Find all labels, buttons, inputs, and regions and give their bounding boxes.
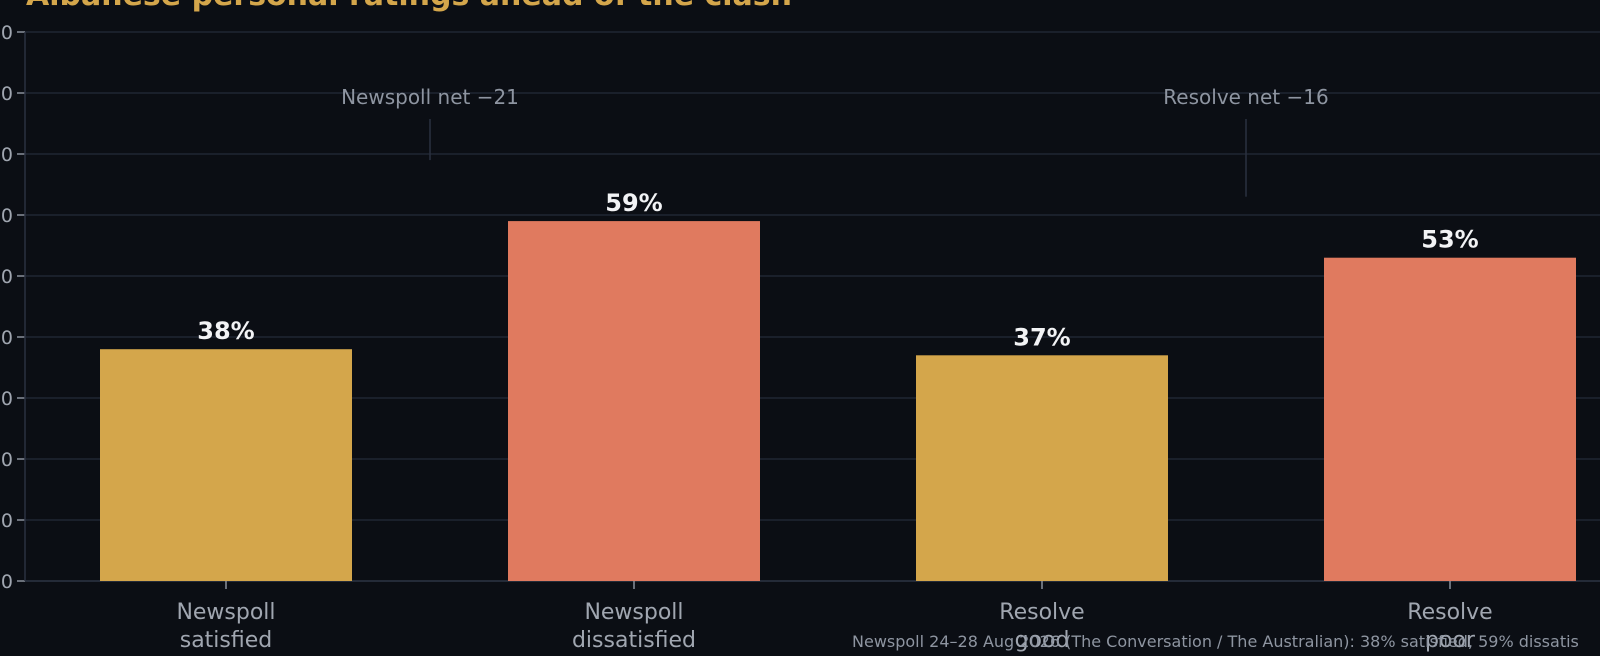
y-axis: 0 10 20 30 40 50 60 70 80 90 [0, 22, 26, 593]
y-tick-label: 80 [0, 83, 13, 105]
value-label: 59% [605, 189, 662, 217]
y-tick-label: 0 [1, 571, 13, 593]
y-tick-label: 50 [0, 266, 13, 288]
value-labels: 38% 59% 37% 53% [197, 189, 1478, 351]
y-tick-label: 20 [0, 449, 13, 471]
value-label: 38% [197, 317, 254, 345]
y-tick-label: 70 [0, 144, 13, 166]
x-tick-label: Newspoll satisfied [176, 600, 275, 653]
net-annotation: Newspoll net −21 [341, 85, 519, 109]
bars [100, 221, 1576, 581]
y-tick-label: 10 [0, 510, 13, 532]
net-annotation: Resolve net −16 [1163, 85, 1328, 109]
bar [916, 355, 1168, 581]
value-label: 53% [1421, 226, 1478, 254]
value-label: 37% [1013, 323, 1070, 351]
bar [1324, 257, 1576, 581]
x-tick-label: Newspoll dissatisfied [572, 600, 696, 653]
y-tick-label: 90 [0, 22, 13, 44]
annotations: Newspoll net −21 Resolve net −16 [341, 85, 1329, 197]
bar [100, 349, 352, 581]
bar [508, 221, 760, 581]
y-tick-label: 30 [0, 388, 13, 410]
y-tick-label: 40 [0, 327, 13, 349]
x-tick-label: Resolve poor [1407, 600, 1492, 653]
source-footnote: Newspoll 24–28 Aug 2026 (The Conversatio… [852, 632, 1579, 651]
chart-title: Albanese personal ratings ahead of the c… [26, 0, 792, 13]
x-tick-label: Resolve good [999, 600, 1084, 653]
y-tick-label: 60 [0, 205, 13, 227]
